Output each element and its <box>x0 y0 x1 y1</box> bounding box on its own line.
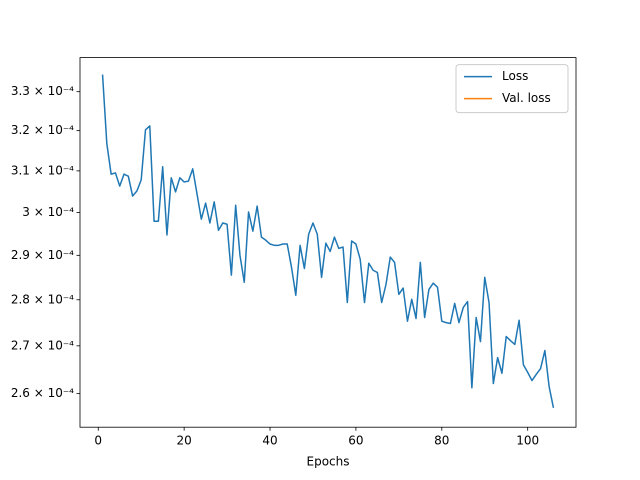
x-tick-label: 40 <box>262 434 277 448</box>
y-tick-label: 3.3 × 10⁻⁴ <box>11 84 74 98</box>
legend-label: Val. loss <box>502 91 551 105</box>
y-tick-label: 2.7 × 10⁻⁴ <box>11 338 74 352</box>
y-tick-label: 2.9 × 10⁻⁴ <box>11 248 74 262</box>
legend-label: Loss <box>502 69 528 83</box>
y-tick-label: 3.1 × 10⁻⁴ <box>11 163 74 177</box>
loss-line <box>101 74 555 408</box>
x-tick-label: 80 <box>434 434 449 448</box>
y-tick-label: 3.2 × 10⁻⁴ <box>11 123 74 137</box>
x-tick-label: 100 <box>516 434 539 448</box>
y-tick-label: 3 × 10⁻⁴ <box>22 205 74 219</box>
y-tick-label: 2.6 × 10⁻⁴ <box>11 386 74 400</box>
x-tick-label: 20 <box>176 434 191 448</box>
x-tick-label: 0 <box>94 434 102 448</box>
y-tick-label: 2.8 × 10⁻⁴ <box>11 292 74 306</box>
x-tick-label: 60 <box>348 434 363 448</box>
x-axis-label: Epochs <box>307 455 350 469</box>
plot-frame <box>79 57 577 428</box>
